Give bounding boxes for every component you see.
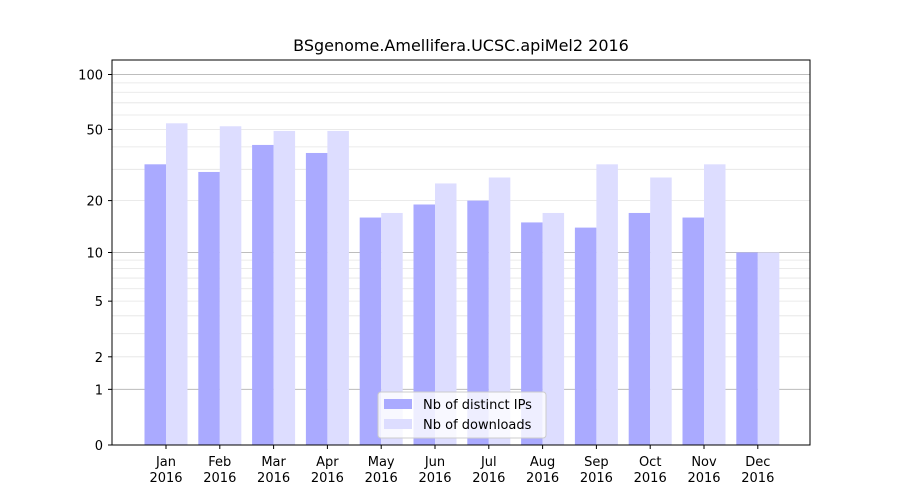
y-tick-label: 5 <box>95 295 103 310</box>
bar-distinct-ips <box>521 222 543 445</box>
x-tick-label-month: Sep <box>584 455 609 470</box>
x-tick-label-month: Jul <box>480 455 497 470</box>
legend-label: Nb of distinct IPs <box>423 398 532 413</box>
x-tick-label-month: Feb <box>208 455 231 470</box>
x-tick-label-year: 2016 <box>365 471 398 486</box>
tick-labels: 0125102050100Jan2016Feb2016Mar2016Apr201… <box>78 69 774 486</box>
legend-box <box>377 391 547 439</box>
y-tick-label: 50 <box>86 123 103 138</box>
bars <box>144 123 780 445</box>
y-tick-label: 10 <box>86 247 103 262</box>
x-tick-label-month: May <box>368 455 395 470</box>
x-tick-label-month: Oct <box>639 455 661 470</box>
x-tick-label-month: Mar <box>261 455 286 470</box>
bar-distinct-ips <box>359 217 382 445</box>
bar-downloads <box>219 126 242 445</box>
x-tick-label-year: 2016 <box>418 471 451 486</box>
bar-distinct-ips <box>144 164 166 445</box>
bar-downloads <box>435 183 457 445</box>
bar-downloads <box>757 252 780 445</box>
x-tick-label-month: Apr <box>316 455 339 470</box>
x-tick-label-year: 2016 <box>472 471 505 486</box>
x-tick-label-month: Aug <box>530 455 555 470</box>
legend-label: Nb of downloads <box>423 418 532 433</box>
x-tick-label-year: 2016 <box>634 471 667 486</box>
bar-downloads <box>704 164 726 445</box>
x-tick-label-month: Dec <box>745 455 770 470</box>
bar-downloads <box>650 177 672 445</box>
bar-downloads <box>327 130 349 445</box>
x-tick-label-month: Jan <box>155 455 176 470</box>
chart-title: BSgenome.Amellifera.UCSC.apiMel2 2016 <box>293 36 629 55</box>
bar-distinct-ips <box>252 144 274 445</box>
bar-distinct-ips <box>413 204 435 445</box>
y-tick-label: 2 <box>95 351 103 366</box>
y-tick-label: 20 <box>86 195 103 210</box>
x-tick-label-year: 2016 <box>149 471 182 486</box>
y-tick-label: 100 <box>78 69 103 84</box>
x-tick-label-year: 2016 <box>687 471 720 486</box>
bar-distinct-ips <box>736 252 758 445</box>
bar-downloads <box>488 177 511 445</box>
legend-swatch <box>384 399 412 409</box>
x-tick-label-month: Nov <box>691 455 717 470</box>
bar-downloads <box>596 164 618 445</box>
legend: Nb of distinct IPs Nb of downloads <box>377 391 547 439</box>
bar-downloads <box>273 130 296 445</box>
bar-distinct-ips <box>682 217 704 445</box>
x-tick-label-year: 2016 <box>311 471 344 486</box>
bar-distinct-ips <box>305 152 328 445</box>
bar-distinct-ips <box>574 227 597 445</box>
bar-distinct-ips <box>628 212 651 445</box>
bar-downloads <box>381 212 403 445</box>
legend-swatch <box>384 419 412 429</box>
x-tick-label-year: 2016 <box>257 471 290 486</box>
x-tick-label-year: 2016 <box>203 471 236 486</box>
x-tick-label-year: 2016 <box>580 471 613 486</box>
y-tick-label: 1 <box>95 383 103 398</box>
bar-downloads <box>542 212 565 445</box>
x-tick-label-year: 2016 <box>526 471 559 486</box>
x-tick-label-month: Jun <box>424 455 445 470</box>
bar-distinct-ips <box>198 171 220 445</box>
y-tick-label: 0 <box>95 439 103 454</box>
x-tick-label-year: 2016 <box>741 471 774 486</box>
bar-distinct-ips <box>467 200 489 445</box>
axes <box>108 59 811 449</box>
bar-downloads <box>166 123 188 445</box>
